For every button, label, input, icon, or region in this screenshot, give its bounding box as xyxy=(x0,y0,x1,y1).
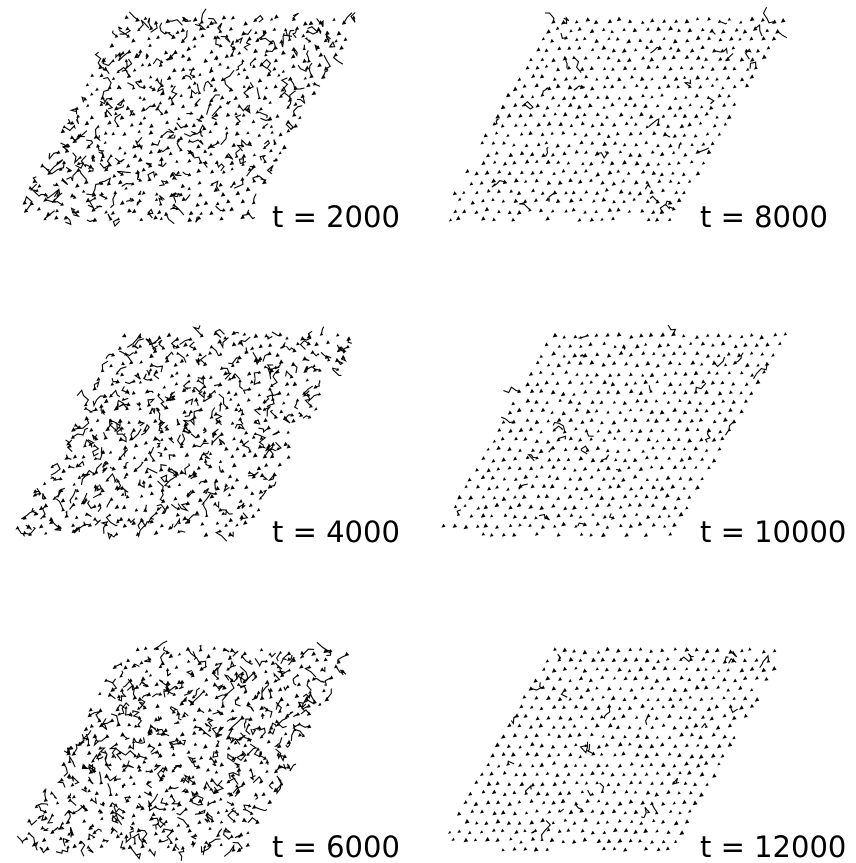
simulation-panel: t = 8000 xyxy=(449,7,828,234)
time-label: t = 2000 xyxy=(272,200,400,234)
time-label: t = 4000 xyxy=(272,515,400,549)
particles xyxy=(449,17,786,222)
figure: t = 2000 t = 8000 t = 4000 t = 10000 t = 600… xyxy=(0,0,856,863)
particles xyxy=(25,646,349,852)
trajectories xyxy=(17,325,351,541)
simulation-panel: t = 10000 xyxy=(441,325,846,549)
simulation-panel: t = 6000 xyxy=(17,641,400,863)
time-label: t = 10000 xyxy=(700,515,846,549)
trajectories xyxy=(457,325,767,526)
particles xyxy=(23,14,356,222)
particles xyxy=(448,647,777,852)
time-label: t = 8000 xyxy=(700,200,828,234)
simulation-panel: t = 12000 xyxy=(448,647,846,863)
time-label: t = 6000 xyxy=(272,830,400,863)
time-label: t = 12000 xyxy=(700,830,846,863)
trajectories xyxy=(24,9,355,226)
trajectories xyxy=(17,641,348,861)
simulation-panel: t = 4000 xyxy=(15,325,400,549)
simulation-panel: t = 2000 xyxy=(23,9,400,234)
